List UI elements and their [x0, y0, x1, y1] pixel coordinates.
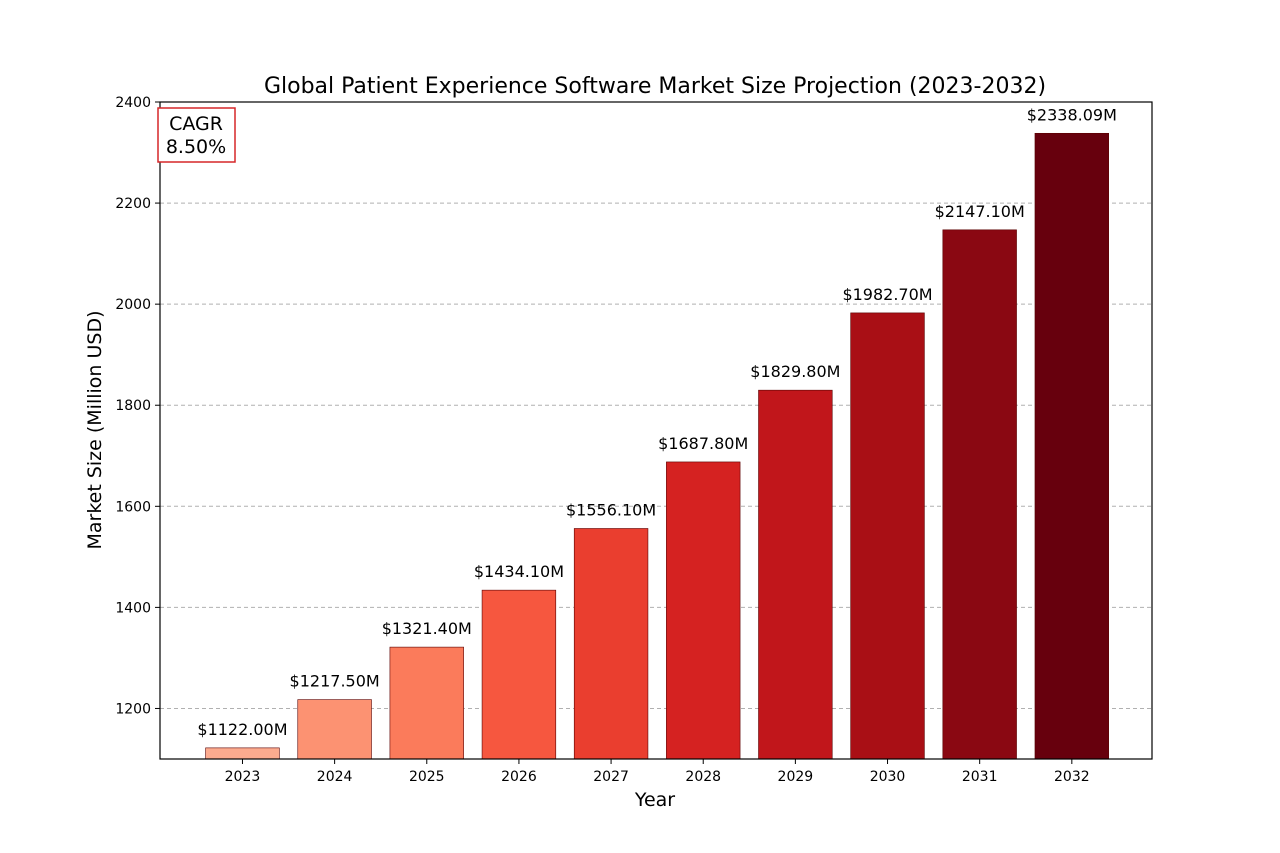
- data-label-2025: $1321.40M: [382, 619, 472, 638]
- x-tick-label: 2032: [1054, 769, 1090, 785]
- y-tick-label: 2200: [115, 196, 151, 212]
- x-tick-label: 2025: [409, 769, 445, 785]
- y-tick-label: 1800: [115, 398, 151, 414]
- bar-2027: [573, 528, 649, 760]
- bar-2024: [297, 699, 372, 760]
- data-label-2030: $1982.70M: [842, 285, 932, 304]
- y-tick-label: 2400: [115, 95, 151, 111]
- x-tick-label: 2028: [685, 769, 721, 785]
- x-tick-label: 2024: [317, 769, 353, 785]
- data-label-2031: $2147.10M: [935, 202, 1025, 221]
- x-tick-label: 2023: [225, 769, 261, 785]
- bar-2032: [1034, 132, 1109, 760]
- x-axis-label: Year: [634, 789, 675, 811]
- y-tick-label: 1600: [115, 499, 151, 515]
- data-label-2028: $1687.80M: [658, 434, 748, 453]
- data-label-2024: $1217.50M: [290, 672, 380, 691]
- bar-2025: [389, 646, 464, 760]
- cagr-box: [157, 107, 236, 163]
- cagr-label: CAGR: [169, 113, 223, 135]
- bar-2029: [758, 389, 833, 760]
- bar-2023: [205, 747, 280, 760]
- data-label-2032: $2338.09M: [1027, 105, 1117, 124]
- bar-value-labels: $1122.00M $1217.50M $1321.40M $1434.10M $155…: [197, 105, 1117, 739]
- bar-2031: [942, 229, 1017, 760]
- data-label-2027: $1556.10M: [566, 500, 656, 519]
- x-axis-ticks: 2023 2024 2025 2026 2027 2028 2029 2030 2031 2032: [225, 759, 1090, 785]
- bar-2026: [481, 589, 557, 760]
- x-tick-label: 2029: [778, 769, 814, 785]
- cagr-annotation: CAGR 8.50%: [157, 107, 236, 163]
- x-tick-label: 2030: [870, 769, 906, 785]
- y-axis-label: Market Size (Million USD): [84, 310, 106, 549]
- data-label-2026: $1434.10M: [474, 562, 564, 581]
- chart-title: Global Patient Experience Software Marke…: [264, 74, 1046, 99]
- y-tick-label: 2000: [115, 297, 151, 313]
- y-tick-label: 1200: [115, 701, 151, 717]
- data-label-2029: $1829.80M: [750, 362, 840, 381]
- x-tick-label: 2031: [962, 769, 998, 785]
- bars: [205, 132, 1109, 760]
- x-tick-label: 2027: [593, 769, 629, 785]
- y-tick-label: 1400: [115, 600, 151, 616]
- data-label-2023: $1122.00M: [197, 720, 287, 739]
- bar-2028: [666, 461, 741, 760]
- plot-frame: [159, 101, 1153, 760]
- x-tick-label: 2026: [501, 769, 537, 785]
- cagr-value: 8.50%: [166, 136, 226, 158]
- bar-2030: [850, 312, 925, 760]
- y-axis-ticks: 1200 1400 1600 1800 2000 2200 2400: [115, 95, 160, 717]
